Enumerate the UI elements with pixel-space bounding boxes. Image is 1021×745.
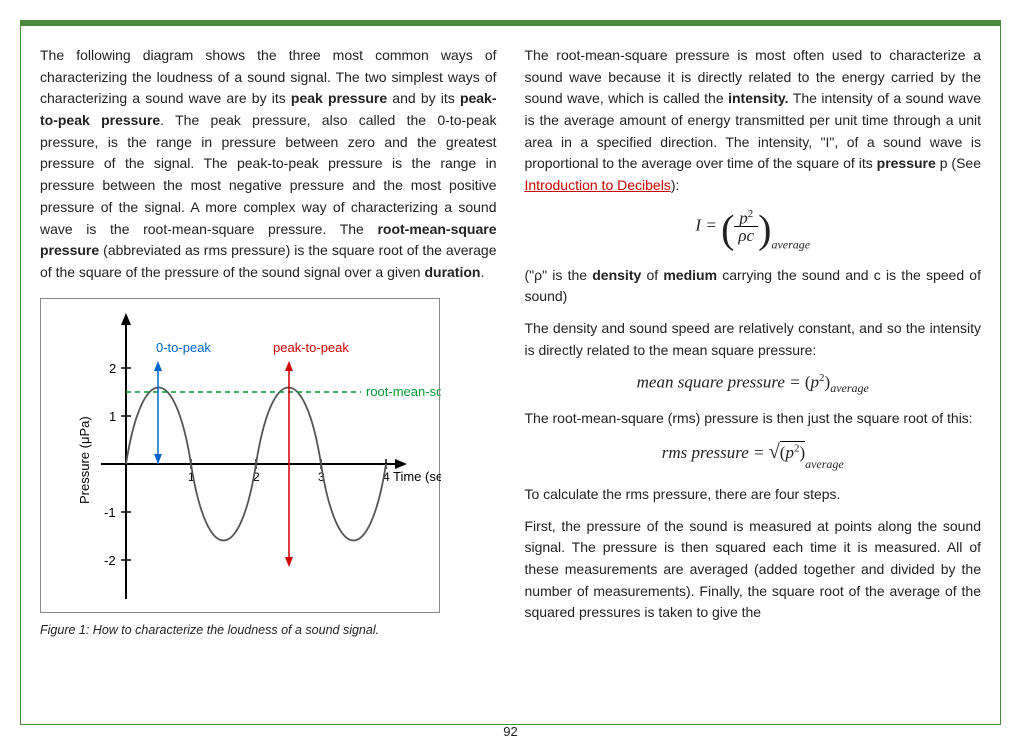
eq-avg2: average [830, 381, 869, 395]
right-para-5: First, the pressure of the sound is meas… [525, 516, 982, 624]
decibels-link[interactable]: Introduction to Decibels [525, 177, 671, 193]
eq-p3: p [785, 443, 794, 462]
y-tick-m2: -2 [104, 553, 116, 568]
bold-intensity: intensity. [728, 90, 788, 106]
text: . [480, 264, 484, 280]
eq-eq: = [701, 216, 721, 235]
text: . The peak pressure, also called the 0-t… [40, 112, 497, 236]
eq-sq: 2 [748, 208, 754, 220]
eq-eq2: = [785, 373, 805, 392]
content-area: The following diagram shows the three mo… [40, 45, 981, 705]
right-para-1: The root-mean-square pressure is most of… [525, 45, 982, 197]
eq-p2: p [811, 373, 820, 392]
eq-p: p [739, 208, 748, 227]
figure-1-caption: Figure 1: How to characterize the loudne… [40, 621, 497, 640]
eq-rho: ρc [734, 227, 758, 244]
left-column: The following diagram shows the three mo… [40, 45, 497, 705]
text: of [641, 267, 663, 283]
bold-medium: medium [663, 267, 717, 283]
bold-density: density [592, 267, 641, 283]
rms-label: root-mean-square [366, 384, 441, 399]
eq-avg: average [771, 238, 810, 252]
equation-msp: mean square pressure = (p2)average [525, 373, 982, 394]
bold-peak-pressure: peak pressure [291, 90, 387, 106]
right-para-2: The density and sound speed are relative… [525, 318, 982, 361]
eq-msp: mean square pressure [637, 373, 785, 392]
text: p (See [936, 155, 981, 171]
right-para-4: To calculate the rms pressure, there are… [525, 484, 982, 506]
right-column: The root-mean-square pressure is most of… [525, 45, 982, 705]
bold-pressure: pressure [877, 155, 936, 171]
text: ("ρ" is the [525, 267, 593, 283]
left-para-1: The following diagram shows the three mo… [40, 45, 497, 284]
eq-avg3: average [805, 457, 844, 471]
text: ): [671, 177, 680, 193]
bold-duration: duration [424, 264, 480, 280]
eq-rmsp: rms pressure [662, 443, 749, 462]
equation-rms: rms pressure = √(p2)average [525, 442, 982, 470]
page-number: 92 [0, 724, 1021, 739]
y-tick-m1: -1 [104, 505, 116, 520]
peak-label: 0-to-peak [156, 340, 211, 355]
eq-eq3: = [749, 443, 769, 462]
rho-note: ("ρ" is the density of medium carrying t… [525, 265, 982, 308]
equation-intensity: I = (p2ρc)average [525, 209, 982, 251]
y-tick-2: 2 [109, 361, 116, 376]
p2p-label: peak-to-peak [273, 340, 349, 355]
y-tick-1: 1 [109, 409, 116, 424]
right-para-3: The root-mean-square (rms) pressure is t… [525, 408, 982, 430]
sound-wave-chart: 2 1 -1 -2 1 2 3 4 root-mean- [41, 299, 441, 614]
text: and by its [387, 90, 460, 106]
x-axis-label: Time (sec) [393, 469, 441, 484]
y-axis-label: Pressure (μPa) [77, 416, 92, 504]
figure-1-chart: 2 1 -1 -2 1 2 3 4 root-mean- [40, 298, 440, 613]
